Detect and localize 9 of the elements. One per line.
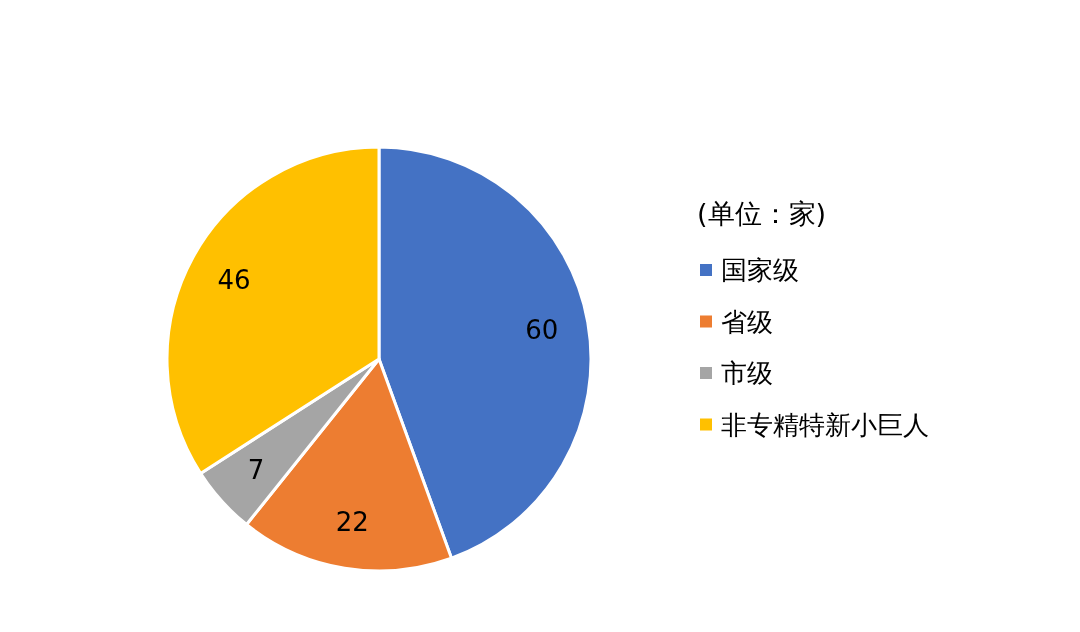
legend-label: 市级: [721, 358, 773, 388]
legend-label: 非专精特新小巨人: [721, 409, 929, 440]
data-label: 22: [335, 507, 369, 538]
data-label: 7: [247, 454, 265, 485]
legend-title: (单位：家): [697, 197, 827, 229]
legend-label: 省级: [721, 306, 773, 337]
data-label: 60: [525, 315, 559, 346]
data-label: 46: [217, 264, 251, 295]
legend-label: 国家级: [721, 255, 799, 285]
